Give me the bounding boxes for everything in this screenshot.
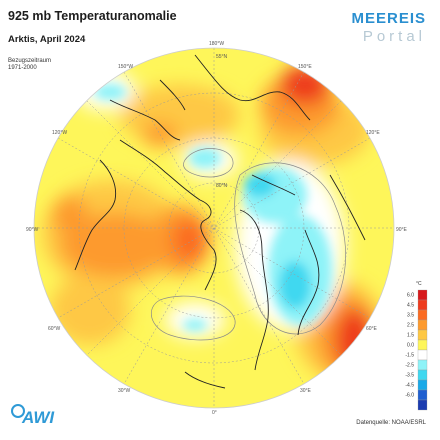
data-source: Datenquelle: NOAA/ESRL bbox=[356, 420, 426, 426]
colorbar-tick-label: -1.5 bbox=[405, 353, 414, 359]
lon-label: 0° bbox=[212, 410, 217, 416]
colorbar-swatch bbox=[417, 359, 428, 371]
colorbar-tick-label: 3.5 bbox=[407, 313, 414, 319]
colorbar-swatch bbox=[417, 339, 428, 351]
lon-label: 150°E bbox=[298, 64, 312, 70]
colorbar-swatch bbox=[417, 379, 428, 391]
colorbar-swatch bbox=[417, 299, 428, 311]
reference-period: 1971-2000 bbox=[8, 65, 37, 71]
colorbar-swatch bbox=[417, 399, 428, 411]
graticule bbox=[34, 48, 394, 408]
colorbar-tick-label: -6.0 bbox=[405, 393, 414, 399]
page-subtitle: Arktis, April 2024 bbox=[8, 34, 86, 45]
lat-label: 55°N bbox=[216, 54, 228, 60]
colorbar-swatch bbox=[417, 319, 428, 331]
lon-label: 30°W bbox=[118, 388, 131, 394]
longitude-labels: 180°W 150°E 120°E 90°E 60°E 30°E 0° 30°W… bbox=[26, 41, 408, 416]
reference-label: Bezugszeitraum bbox=[8, 58, 52, 64]
colorbar-legend: °C 6.0 4.5 3.5 2.5 1.5 0.0 -1.5 -2.5 -3.5 -4.5 -6.… bbox=[405, 281, 428, 411]
awi-logo[interactable]: AWI bbox=[22, 408, 55, 427]
colorbar-swatch bbox=[417, 369, 428, 381]
legend-unit: °C bbox=[416, 281, 422, 287]
colorbar-swatch bbox=[417, 329, 428, 341]
lon-label: 30°E bbox=[300, 388, 312, 394]
meereisportal-logo-bottom[interactable]: Portal bbox=[362, 28, 426, 45]
lon-label: 90°W bbox=[26, 227, 39, 233]
lon-label: 120°W bbox=[52, 130, 67, 136]
colorbar-tick-label: 0.0 bbox=[407, 343, 414, 349]
awi-logo-icon bbox=[11, 404, 25, 418]
meereisportal-logo-top[interactable]: MEEREIS bbox=[351, 10, 426, 27]
colorbar-tick-label: -4.5 bbox=[405, 383, 414, 389]
colorbar-tick-label: -2.5 bbox=[405, 363, 414, 369]
lon-label: 60°W bbox=[48, 326, 61, 332]
colorbar-tick-label: 1.5 bbox=[407, 333, 414, 339]
colorbar-tick-label: -3.5 bbox=[405, 373, 414, 379]
colorbar-swatch bbox=[417, 289, 428, 301]
lon-label: 60°E bbox=[366, 326, 378, 332]
colorbar-tick-label: 2.5 bbox=[407, 323, 414, 329]
contours bbox=[150, 148, 346, 341]
anomaly-field bbox=[34, 48, 394, 408]
lon-label: 150°W bbox=[118, 64, 133, 70]
colorbar-swatch bbox=[417, 389, 428, 401]
lat-label: 80°N bbox=[216, 183, 228, 189]
lon-label: 120°E bbox=[366, 130, 380, 136]
lon-label: 90°E bbox=[396, 227, 408, 233]
colorbar-swatch bbox=[417, 309, 428, 321]
colorbar-tick-label: 6.0 bbox=[407, 293, 414, 299]
page-title: 925 mb Temperaturanomalie bbox=[8, 9, 177, 23]
colorbar-tick-label: 4.5 bbox=[407, 303, 414, 309]
lon-label: 180°W bbox=[209, 41, 224, 47]
colorbar-swatch bbox=[417, 349, 428, 361]
coastlines bbox=[74, 54, 366, 389]
